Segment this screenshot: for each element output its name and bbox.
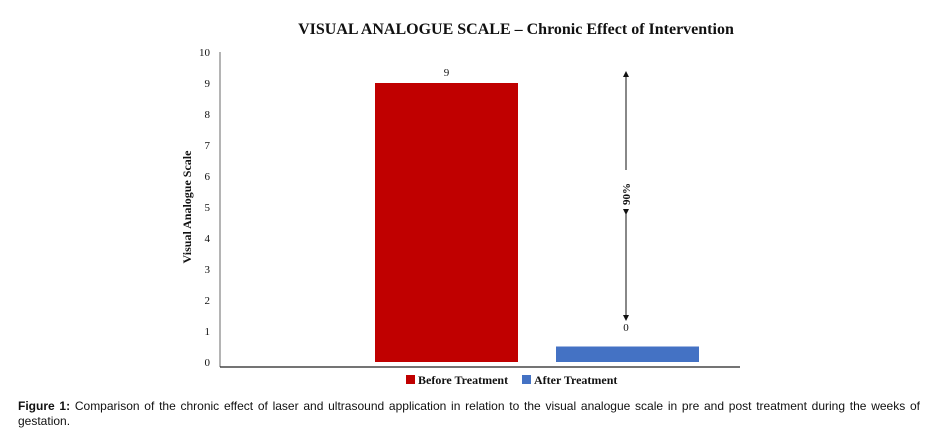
annotation-label: 90% [621, 183, 633, 205]
y-tick-label: 10 [199, 47, 211, 59]
y-tick-label: 0 [205, 357, 211, 369]
data-label: 9 [444, 67, 450, 79]
y-tick-label: 6 [205, 171, 211, 183]
legend-label: After Treatment [534, 373, 617, 387]
y-tick-label: 8 [205, 109, 211, 121]
y-tick-label: 9 [205, 78, 211, 90]
y-tick-label: 2 [205, 295, 211, 307]
y-tick-label: 3 [205, 264, 211, 276]
y-tick-label: 7 [205, 140, 211, 152]
bar [375, 83, 518, 362]
percent-annotation: 90% [621, 71, 633, 321]
y-axis: 0 1 2 3 4 5 6 7 8 9 10 [199, 47, 740, 369]
legend-label: Before Treatment [418, 373, 508, 387]
y-axis-label: Visual Analogue Scale [180, 150, 194, 264]
y-tick-label: 5 [205, 202, 211, 214]
bar [556, 346, 699, 362]
caption-text: Comparison of the chronic effect of lase… [18, 399, 920, 428]
bars: 90 [375, 67, 699, 362]
legend-swatch [522, 375, 531, 384]
y-tick-label: 4 [205, 233, 211, 245]
caption-label: Figure 1: [18, 399, 71, 413]
chart: VISUAL ANALOGUE SCALE – Chronic Effect o… [180, 21, 740, 387]
legend-swatch [406, 375, 415, 384]
legend: Before Treatment After Treatment [406, 373, 617, 387]
figure-caption: Figure 1: Comparison of the chronic effe… [18, 399, 920, 429]
chart-title: VISUAL ANALOGUE SCALE – Chronic Effect o… [298, 21, 734, 38]
y-tick-label: 1 [205, 326, 211, 338]
data-label: 0 [623, 322, 629, 334]
